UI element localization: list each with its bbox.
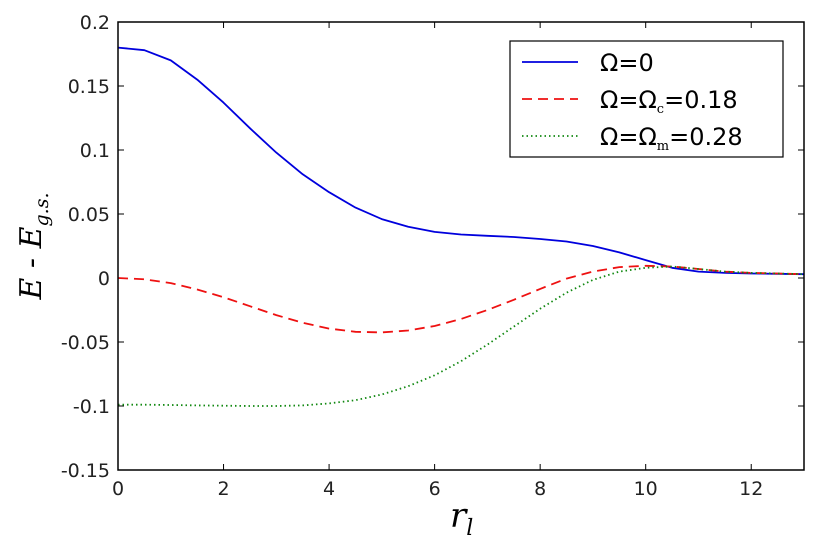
y-tick-label: 0.2 — [80, 12, 110, 34]
x-tick-label: 12 — [739, 478, 763, 500]
legend-label-main: Ω=Ω — [600, 123, 657, 151]
x-tick-label: 2 — [217, 478, 229, 500]
x-tick-label: 0 — [112, 478, 124, 500]
legend-label-1: Ω=0 — [600, 49, 654, 77]
y-tick-label: -0.15 — [61, 460, 110, 482]
legend-label-2: Ω=Ωc=0.18 — [600, 86, 738, 117]
y-axis-label-main: E - E — [14, 226, 49, 300]
legend: Ω=0Ω=Ωc=0.18Ω=Ωm=0.28 — [509, 40, 784, 158]
x-axis-label: rl — [450, 496, 473, 541]
y-tick-label: 0.15 — [68, 76, 110, 98]
y-tick-label: 0 — [98, 268, 110, 290]
x-axis-label-main: r — [450, 496, 468, 536]
x-axis-label-sub: l — [466, 516, 473, 541]
legend-label-subscript: c — [657, 102, 664, 117]
x-tick-label: 4 — [323, 478, 335, 500]
series-line-1 — [117, 46, 805, 276]
y-tick-label: 0.1 — [80, 140, 110, 162]
x-tick-label: 6 — [429, 478, 441, 500]
legend-label-value: =0.18 — [664, 86, 738, 114]
y-axis-label-sub: g.s. — [31, 192, 53, 226]
tick-layer: 0 2 4 6 8 10 12 -0.15 -0.1 -0.05 0 0.05 0.1 0.15 0.2 — [61, 12, 804, 500]
legend-label-main: Ω=Ω — [600, 86, 657, 114]
x-tick-label: 10 — [634, 478, 658, 500]
y-tick-label: 0.05 — [68, 204, 110, 226]
y-tick-label: -0.1 — [73, 396, 110, 418]
legend-label-value: =0.28 — [669, 123, 743, 151]
y-axis-label: E - Eg.s. — [14, 192, 53, 300]
y-tick-label: -0.05 — [61, 332, 110, 354]
plot-frame — [117, 21, 805, 471]
series-line-3 — [118, 265, 805, 407]
legend-label-subscript: m — [657, 139, 669, 154]
series-layer — [117, 46, 805, 407]
series-line-2 — [117, 264, 805, 334]
legend-items: Ω=0Ω=Ωc=0.18Ω=Ωm=0.28 — [522, 49, 743, 154]
legend-label-3: Ω=Ωm=0.28 — [600, 123, 743, 154]
x-tick-label: 8 — [534, 478, 546, 500]
legend-label-main: Ω=0 — [600, 49, 654, 77]
